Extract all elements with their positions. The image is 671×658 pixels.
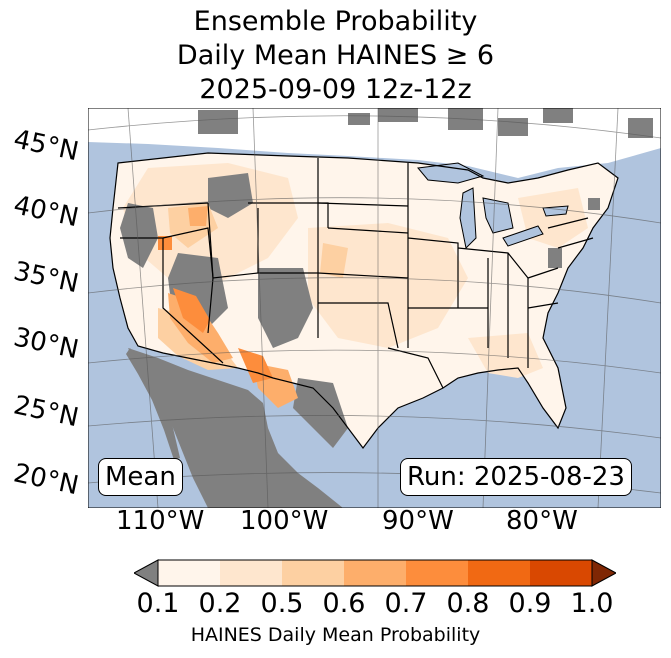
lat-label-30: 30°N — [10, 322, 82, 366]
colorbar-under-arrow — [134, 559, 159, 587]
baja-peninsula — [126, 348, 180, 460]
colorbar-label: HAINES Daily Mean Probability — [190, 624, 481, 646]
colorbar-tick-label: 0.9 — [508, 588, 552, 619]
lon-label-110: 110°W — [116, 506, 205, 536]
lat-label-20: 20°N — [10, 458, 82, 502]
title-line-2: Daily Mean HAINES ≥ 6 — [176, 40, 495, 71]
colorbar-segment — [344, 560, 407, 586]
colorbar-segments — [158, 560, 593, 586]
canada-masked-patches — [198, 108, 653, 138]
colorbar-segment — [220, 560, 283, 586]
mean-label: Mean — [98, 458, 183, 496]
colorbar-tick-label: 0.5 — [260, 588, 304, 619]
colorbar — [134, 559, 616, 587]
lat-label-40: 40°N — [10, 190, 82, 234]
colorbar-tick-label: 0.7 — [384, 588, 428, 619]
title-line-3: 2025-09-09 12z-12z — [199, 74, 472, 105]
colorbar-tick-label: 0.2 — [198, 588, 242, 619]
lon-label-90: 90°W — [382, 506, 454, 536]
colorbar-segment — [282, 560, 345, 586]
great-lakes — [417, 162, 569, 250]
title-line-1: Ensemble Probability — [193, 6, 478, 37]
colorbar-tick-label: 0.1 — [136, 588, 180, 619]
colorbar-tick-label: 0.6 — [322, 588, 366, 619]
prob-0.7-areas — [158, 236, 273, 383]
colorbar-over-arrow — [591, 559, 616, 587]
colorbar-segment — [406, 560, 469, 586]
lat-label-25: 25°N — [10, 390, 82, 434]
lat-label-45: 45°N — [10, 124, 82, 168]
probability-map — [88, 108, 661, 508]
colorbar-segment — [530, 560, 593, 586]
colorbar-segment — [468, 560, 531, 586]
lon-label-100: 100°W — [240, 506, 329, 536]
run-label: Run: 2025-08-23 — [400, 458, 632, 496]
colorbar-segment — [158, 560, 221, 586]
conus-masked-patches — [120, 173, 600, 448]
lon-label-80: 80°W — [506, 506, 578, 536]
colorbar-tick-label: 1.0 — [570, 588, 614, 619]
lat-label-35: 35°N — [10, 256, 82, 300]
state-borders — [109, 152, 619, 449]
colorbar-tick-label: 0.8 — [446, 588, 490, 619]
graticule — [88, 108, 661, 508]
mexico-land — [128, 348, 343, 508]
